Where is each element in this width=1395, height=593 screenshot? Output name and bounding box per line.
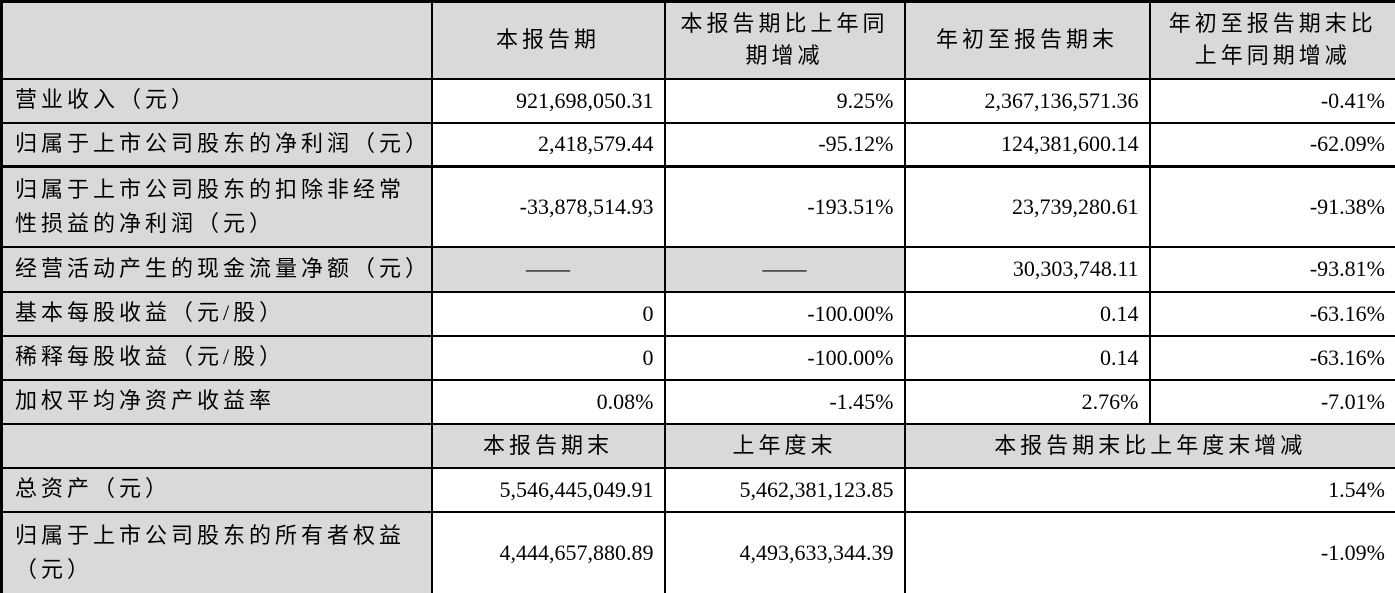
table-row-net-profit: 归属于上市公司股东的净利润（元） 2,418,579.44 -95.12% 12… [0,121,1395,168]
cell-value: -63.16% [1148,334,1395,381]
cell-value: 4,493,633,344.39 [663,510,906,593]
row-label: 经营活动产生的现金流量净额（元） [0,245,433,293]
cell-value: 30,303,748.11 [903,245,1151,293]
cell-value: -91.38% [1148,165,1395,248]
col-header-prior-year-end: 上年度末 [663,422,906,469]
table-row-operating-cash-flow: 经营活动产生的现金流量净额（元） —— —— 30,303,748.11 -93… [0,245,1395,293]
cell-value: 2,367,136,571.36 [903,77,1151,124]
col-header-year-to-date: 年初至报告期末 [903,0,1151,80]
cell-value: -62.09% [1148,121,1395,168]
cell-value: -0.41% [1148,77,1395,124]
cell-value: 921,698,050.31 [430,77,666,124]
cell-value: 5,546,445,049.91 [430,466,666,513]
cell-value: -95.12% [663,121,906,168]
corner-cell [0,0,433,80]
cell-value: -93.81% [1148,245,1395,293]
cell-value: 124,381,600.14 [903,121,1151,168]
corner-cell [0,422,433,469]
header-row-period-end: 本报告期末 上年度末 本报告期末比上年度末增减 [0,422,1395,469]
row-label: 归属于上市公司股东的净利润（元） [0,121,433,168]
col-header-current-period: 本报告期 [430,0,666,80]
table-row-shareholders-equity: 归属于上市公司股东的所有者权益（元） 4,444,657,880.89 4,49… [0,510,1395,593]
table-row-diluted-eps: 稀释每股收益（元/股） 0 -100.00% 0.14 -63.16% [0,334,1395,381]
cell-value: 5,462,381,123.85 [663,466,906,513]
cell-value: -1.45% [663,378,906,425]
cell-value: 2,418,579.44 [430,121,666,168]
cell-not-applicable: —— [663,245,906,293]
table-row-net-profit-excl-nonrecurring: 归属于上市公司股东的扣除非经常性损益的净利润（元） -33,878,514.93… [0,165,1395,248]
cell-value: 0.14 [903,290,1151,337]
cell-value: 0 [430,290,666,337]
cell-value: -63.16% [1148,290,1395,337]
row-label: 稀释每股收益（元/股） [0,334,433,381]
table-row-total-assets: 总资产（元） 5,546,445,049.91 5,462,381,123.85… [0,466,1395,513]
table-row-basic-eps: 基本每股收益（元/股） 0 -100.00% 0.14 -63.16% [0,290,1395,337]
cell-value: -1.09% [903,510,1395,593]
cell-value: -7.01% [1148,378,1395,425]
cell-not-applicable: —— [430,245,666,293]
row-label: 归属于上市公司股东的所有者权益（元） [0,510,433,593]
cell-value: 4,444,657,880.89 [430,510,666,593]
row-label: 归属于上市公司股东的扣除非经常性损益的净利润（元） [0,165,433,248]
col-header-period-end: 本报告期末 [430,422,666,469]
col-header-ytd-yoy-change: 年初至报告期末比上年同期增减 [1148,0,1395,80]
cell-value: -33,878,514.93 [430,165,666,248]
col-header-period-yoy-change: 本报告期比上年同期增减 [663,0,906,80]
cell-value: 9.25% [663,77,906,124]
row-label: 基本每股收益（元/股） [0,290,433,337]
cell-value: 2.76% [903,378,1151,425]
cell-value: -100.00% [663,290,906,337]
row-label: 总资产（元） [0,466,433,513]
cell-value: 0.14 [903,334,1151,381]
cell-value: -100.00% [663,334,906,381]
cell-value: -193.51% [663,165,906,248]
row-label: 营业收入（元） [0,77,433,124]
cell-value: 23,739,280.61 [903,165,1151,248]
row-label: 加权平均净资产收益率 [0,378,433,425]
table-row-weighted-avg-roe: 加权平均净资产收益率 0.08% -1.45% 2.76% -7.01% [0,378,1395,425]
cell-value: 1.54% [903,466,1395,513]
cell-value: 0 [430,334,666,381]
header-row-period: 本报告期 本报告期比上年同期增减 年初至报告期末 年初至报告期末比上年同期增减 [0,0,1395,80]
table-row-operating-revenue: 营业收入（元） 921,698,050.31 9.25% 2,367,136,5… [0,77,1395,124]
cell-value: 0.08% [430,378,666,425]
col-header-change-vs-prior-year-end: 本报告期末比上年度末增减 [903,422,1395,469]
